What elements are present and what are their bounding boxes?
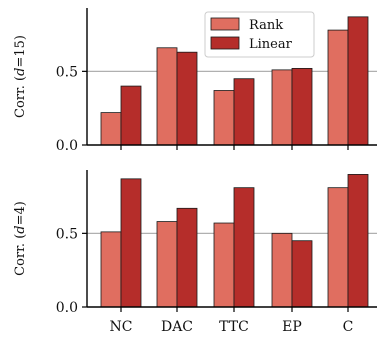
bar-linear-ep <box>291 67 313 146</box>
y-axis-label-suffix: =4) <box>13 201 28 225</box>
bar-linear-ttc <box>233 78 255 146</box>
bar-rank-c <box>327 187 349 308</box>
bar-rank-ttc <box>213 90 235 146</box>
y-tick-label: 0.0 <box>56 138 78 154</box>
bar-rank-ep <box>271 232 293 308</box>
x-tick-label-dac: DAC <box>161 319 193 335</box>
bar-linear-c <box>347 174 369 308</box>
legend-swatch-rank <box>210 17 240 31</box>
legend-swatch-linear <box>210 36 240 50</box>
y-axis-label-suffix: =15) <box>13 35 28 68</box>
legend-label-linear: Linear <box>249 37 293 52</box>
y-axis-label-prefix: Corr. ( <box>13 76 28 118</box>
y-axis-label-var: d <box>13 68 28 76</box>
bar-linear-nc <box>120 178 142 308</box>
bottom-panel: 0.0 0.5 Corr. (d=4) NC DAC TTC EP C <box>13 170 377 335</box>
bar-rank-c <box>327 29 349 146</box>
bar-rank-dac <box>156 47 178 146</box>
y-axis-label: Corr. (d=4) <box>13 201 28 276</box>
bar-linear-ep <box>291 240 313 308</box>
bar-rank-dac <box>156 221 178 308</box>
y-tick-label: 0.5 <box>56 64 78 80</box>
bar-linear-dac <box>176 207 198 308</box>
legend-label-rank: Rank <box>249 18 283 33</box>
x-tick-label-c: C <box>343 319 354 335</box>
bar-linear-ttc <box>233 187 255 308</box>
bar-rank-nc <box>100 112 122 146</box>
bar-rank-nc <box>100 231 122 308</box>
bar-linear-dac <box>176 51 198 146</box>
y-axis-label: Corr. (d=15) <box>13 35 28 118</box>
y-tick-label: 0.5 <box>56 226 78 242</box>
y-tick-label: 0.0 <box>56 300 78 316</box>
top-panel: 0.0 0.5 Corr. (d=15) <box>13 8 377 154</box>
x-tick-label-nc: NC <box>110 319 133 335</box>
bar-rank-ttc <box>213 222 235 308</box>
x-tick-label-ttc: TTC <box>219 319 249 335</box>
y-axis-label-prefix: Corr. ( <box>13 234 28 276</box>
y-axis-label-var: d <box>13 225 28 233</box>
legend: Rank Linear <box>204 11 315 58</box>
bar-linear-c <box>347 16 369 146</box>
x-tick-label-ep: EP <box>282 319 302 335</box>
bar-linear-nc <box>120 85 142 146</box>
bar-rank-ep <box>271 69 293 146</box>
